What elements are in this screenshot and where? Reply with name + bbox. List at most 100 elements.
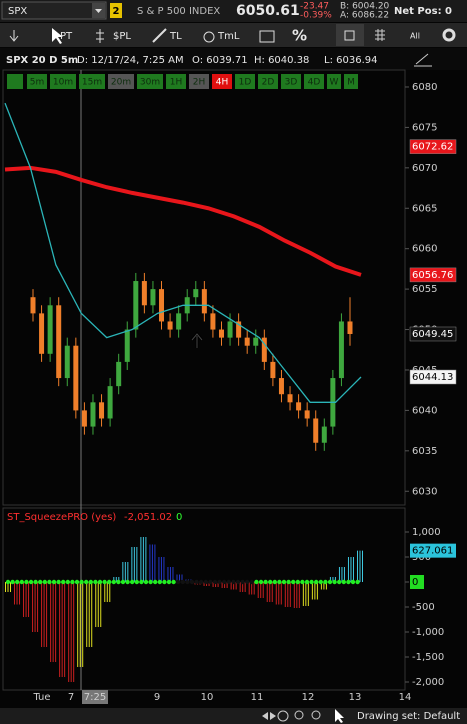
- timeframe-label[interactable]: 4H: [216, 78, 229, 88]
- toolbar-label[interactable]: %: [292, 27, 307, 45]
- timeframe-label[interactable]: 2D: [262, 78, 275, 88]
- symbol-box[interactable]: [1, 1, 107, 20]
- cursor-icon[interactable]: [335, 709, 344, 723]
- timeframe-label[interactable]: 1H: [170, 78, 183, 88]
- timeframe-label[interactable]: 4D: [308, 78, 321, 88]
- squeeze-dot: [5, 579, 11, 585]
- active-tool[interactable]: [336, 24, 364, 46]
- squeeze-dot: [111, 579, 117, 585]
- crosshair-icon[interactable]: [277, 710, 289, 722]
- bid: B: 6004.20: [340, 2, 390, 12]
- toolbar-label[interactable]: PT: [60, 31, 73, 42]
- timeframe-button[interactable]: [166, 74, 186, 89]
- x-tick-label: 13: [349, 692, 362, 703]
- trendline-icon[interactable]: [152, 28, 167, 43]
- candle-body: [159, 289, 165, 322]
- drawing-set[interactable]: Drawing set: Default: [357, 711, 460, 722]
- timeframe-label[interactable]: 20m: [111, 78, 131, 88]
- pan-icon[interactable]: [262, 712, 276, 720]
- squeeze-dot: [107, 579, 112, 585]
- y-tick-label: 6055: [412, 284, 437, 295]
- candle-body: [73, 345, 79, 411]
- draw-icon[interactable]: [414, 53, 432, 67]
- timeframe-label[interactable]: 10m: [53, 78, 73, 88]
- price-marker-box: [409, 139, 457, 154]
- pointer-icon[interactable]: [52, 28, 63, 44]
- candle-body: [167, 321, 173, 330]
- timeframe-button[interactable]: [50, 74, 76, 89]
- timeframe-button[interactable]: [344, 74, 358, 89]
- squeeze-dot: [139, 579, 144, 585]
- squeeze-dot: [19, 579, 24, 585]
- squeeze-dot: [56, 579, 61, 585]
- timeframe-button[interactable]: [235, 74, 255, 89]
- timeframe-button[interactable]: [108, 74, 134, 89]
- candle-body: [201, 289, 207, 314]
- toolbar-label[interactable]: TL: [169, 31, 182, 42]
- candle-body: [193, 289, 199, 298]
- timeframe-button[interactable]: [304, 74, 324, 89]
- squeeze-dot: [24, 579, 29, 585]
- symbol[interactable]: SPX: [8, 6, 27, 17]
- squeeze-dot: [65, 579, 71, 585]
- toolbar-label[interactable]: All: [410, 32, 420, 41]
- link-number: 2: [113, 6, 120, 17]
- timeframe-button[interactable]: [189, 74, 209, 89]
- squeeze-dot: [295, 579, 300, 585]
- squeeze-dot: [314, 579, 319, 585]
- timeframe-label[interactable]: M: [347, 78, 355, 88]
- timeframe-label[interactable]: 15m: [82, 78, 102, 88]
- squeeze-dot: [291, 579, 296, 585]
- candle-body: [176, 313, 182, 330]
- squeeze-dot: [97, 579, 103, 585]
- y-tick-label: 1,000: [412, 527, 441, 538]
- candle-body: [124, 329, 130, 362]
- candle-body: [313, 418, 319, 443]
- squeeze-dot: [268, 579, 273, 585]
- pl-icon[interactable]: [96, 29, 104, 43]
- zoom-in-icon[interactable]: [294, 710, 304, 720]
- candle-body: [150, 289, 156, 306]
- line-marker-box: [409, 267, 457, 283]
- x-tick-label: 9: [154, 692, 160, 703]
- timeframe-button[interactable]: [27, 74, 47, 89]
- squeeze-dot: [10, 579, 15, 585]
- squeeze-dot: [51, 579, 57, 585]
- timeframe-button[interactable]: [212, 74, 232, 89]
- squeeze-dot: [304, 579, 310, 585]
- timeframe-button[interactable]: [258, 74, 278, 89]
- timeframe-label[interactable]: 1D: [239, 78, 252, 88]
- timeframe-label[interactable]: 2H: [193, 78, 206, 88]
- toolbar-label[interactable]: $PL: [113, 31, 131, 42]
- squeeze-dot: [47, 579, 52, 585]
- timeframe-button[interactable]: [281, 74, 301, 89]
- timeframe-label[interactable]: 5m: [30, 78, 45, 88]
- toolbar-label[interactable]: TmL: [217, 31, 240, 42]
- link-badge[interactable]: [110, 3, 122, 18]
- y-tick-label: 6080: [412, 82, 437, 93]
- squeeze-dot: [235, 579, 241, 585]
- timeline-icon[interactable]: [203, 31, 215, 43]
- indicator-title: ST_SqueezePRO (yes): [7, 512, 116, 523]
- rect-icon[interactable]: [259, 30, 275, 43]
- squeeze-dot: [346, 579, 351, 585]
- timeframe-button[interactable]: [79, 74, 105, 89]
- gear-icon[interactable]: [442, 28, 456, 42]
- timeframe-button[interactable]: [327, 74, 341, 89]
- dropdown-arrow: [95, 9, 102, 13]
- timeframe-label[interactable]: 3D: [285, 78, 298, 88]
- zoom-out-icon[interactable]: [311, 710, 321, 720]
- timeframe-label[interactable]: 30m: [140, 78, 160, 88]
- candle-body: [210, 313, 216, 330]
- cursor-time-box: [82, 690, 108, 704]
- moving-average: [4, 102, 362, 403]
- timeframe-label[interactable]: W: [330, 78, 339, 88]
- grid-icon[interactable]: [375, 29, 385, 41]
- timeframe-icon[interactable]: [7, 74, 23, 89]
- pin-icon[interactable]: [9, 30, 19, 42]
- squeeze-dot: [258, 579, 264, 585]
- timeframe-button[interactable]: [137, 74, 163, 89]
- squeeze-dot: [212, 579, 218, 585]
- y-tick-label: 6070: [412, 163, 437, 174]
